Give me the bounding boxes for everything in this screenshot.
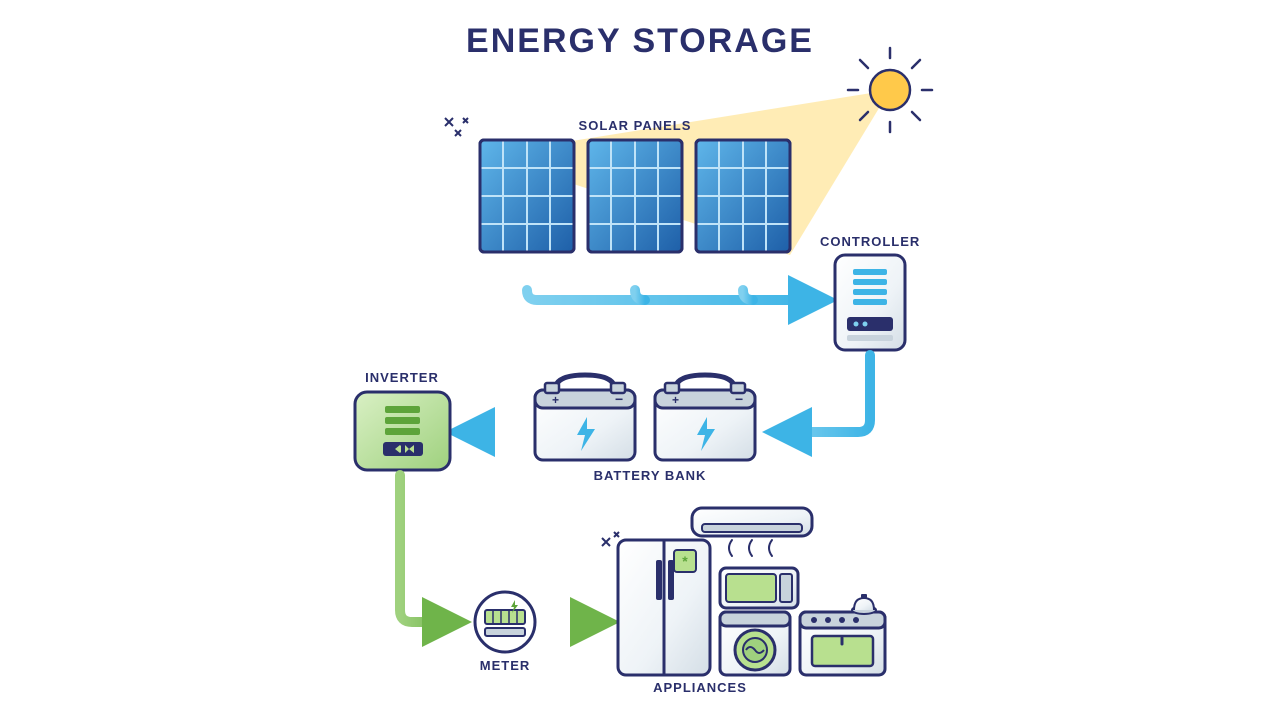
appliances-label: APPLIANCES — [640, 680, 760, 695]
controller-icon — [835, 255, 905, 350]
diagram-svg: + − + − — [0, 0, 1280, 720]
appliances-icon: * — [602, 508, 885, 675]
svg-text:−: − — [615, 391, 623, 407]
battery-bank-label: BATTERY BANK — [570, 468, 730, 483]
svg-text:*: * — [682, 553, 688, 569]
meter-label: METER — [470, 658, 540, 673]
svg-text:+: + — [672, 393, 679, 407]
diagram-stage: ENERGY STORAGE — [0, 0, 1280, 720]
svg-text:−: − — [735, 391, 743, 407]
edge-panels-to-controller — [527, 252, 818, 300]
edge-inverter-to-meter — [400, 475, 452, 622]
inverter-label: INVERTER — [352, 370, 452, 385]
solar-panels-label: SOLAR PANELS — [560, 118, 710, 133]
inverter-icon — [355, 392, 450, 470]
controller-label: CONTROLLER — [820, 234, 920, 249]
svg-text:+: + — [552, 393, 559, 407]
edge-controller-to-battery — [782, 355, 870, 432]
meter-icon — [475, 592, 535, 652]
sparkle-icon — [445, 118, 468, 136]
battery-bank-icon: + − + − — [535, 375, 755, 460]
solar-panels-icon — [480, 140, 790, 252]
